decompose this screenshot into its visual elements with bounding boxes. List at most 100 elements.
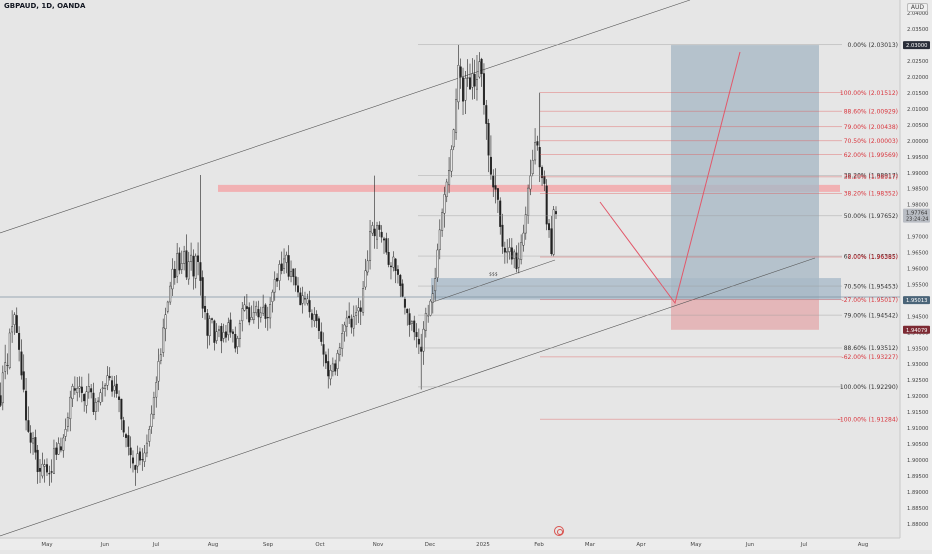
candle (303, 291, 306, 306)
candle (22, 354, 25, 393)
candle (76, 377, 79, 402)
candle (422, 321, 425, 365)
price-tick-label: 1.90500 (907, 442, 928, 448)
candle (278, 260, 281, 291)
candle (352, 305, 355, 337)
candle (417, 328, 420, 355)
candle (234, 326, 237, 353)
candle (413, 315, 416, 341)
candle (99, 388, 102, 406)
fib-level: 0.00% (2.03013) (418, 42, 898, 49)
candle (36, 444, 39, 484)
candle (211, 317, 214, 324)
candle (408, 308, 411, 337)
candle (369, 219, 372, 270)
fib-level: 100.00% (1.92290) (418, 384, 898, 391)
candle (257, 300, 260, 329)
price-tick-label: 1.98000 (907, 203, 928, 209)
candle (122, 416, 125, 438)
candle (329, 364, 332, 386)
candle (192, 249, 195, 290)
candle (120, 398, 123, 430)
candle (301, 286, 304, 314)
currency-badge[interactable]: AUD (906, 3, 928, 12)
price-label-text: 1.97764 (906, 211, 928, 217)
candle (403, 297, 406, 315)
candle (197, 242, 200, 276)
fib-label: 62.00% (1.96385) (844, 253, 898, 260)
candle (136, 445, 139, 474)
candle (482, 63, 485, 115)
candle (359, 300, 362, 325)
candle (20, 339, 23, 380)
candle (355, 305, 358, 325)
candle (64, 418, 67, 442)
fib-level: 88.60% (2.00929) (540, 108, 898, 115)
candle (515, 245, 518, 273)
candle (104, 383, 107, 397)
time-tick-label: Sep (263, 542, 274, 548)
candle (294, 268, 297, 292)
candle (471, 58, 474, 100)
time-tick-label: Jun (745, 542, 754, 548)
candle (236, 335, 239, 355)
candle (215, 323, 218, 344)
price-tick-label: 2.00000 (907, 139, 928, 145)
candle (129, 436, 132, 469)
price-tick-label: 2.00500 (907, 123, 928, 129)
candle (32, 431, 35, 455)
price-tick-label: 1.88500 (907, 506, 928, 512)
candle (269, 297, 272, 329)
candle (469, 63, 472, 90)
price-tick-label: 1.99000 (907, 171, 928, 177)
time-tick-label: Feb (534, 542, 544, 548)
candle (524, 206, 527, 240)
candle (252, 300, 255, 324)
time-tick-label: Oct (315, 542, 324, 548)
candle (145, 434, 148, 458)
candle (41, 452, 44, 479)
candle (520, 234, 523, 265)
candle (473, 59, 476, 100)
candle (406, 308, 409, 326)
candle (131, 450, 134, 473)
channel-upper-line (0, 0, 691, 234)
candle (536, 135, 539, 151)
price-tick-label: 1.96500 (907, 251, 928, 257)
candle (310, 309, 313, 328)
candle (15, 307, 18, 333)
fib-label: -27.00% (1.95017) (842, 297, 898, 304)
price-label-text: 2.03000 (906, 43, 927, 49)
candle (264, 303, 267, 328)
price-tick-label: 2.01000 (907, 107, 928, 113)
candle (266, 306, 269, 331)
candle (255, 301, 258, 316)
fib-level: 70.50% (1.95453) (418, 283, 898, 290)
fib-label: 50.00% (1.97652) (844, 213, 898, 220)
candle (155, 376, 158, 408)
time-tick-label: Aug (208, 542, 219, 548)
candle (238, 319, 241, 348)
candle (85, 385, 88, 414)
price-tick-label: 2.03500 (907, 27, 928, 33)
price-tick-label: 1.93500 (907, 346, 928, 352)
time-tick-label: Mar (585, 542, 596, 548)
candle (148, 425, 151, 447)
candle (169, 281, 172, 305)
candle (438, 219, 441, 260)
candle (222, 323, 225, 343)
candle (162, 318, 165, 357)
fib-label: 100.00% (1.92290) (840, 384, 898, 391)
candle (241, 302, 244, 332)
candle (501, 213, 504, 254)
candle (97, 397, 100, 412)
candle (327, 348, 330, 389)
candle (424, 307, 427, 338)
candle (462, 67, 465, 115)
fib-level: 79.00% (1.94542) (418, 312, 898, 319)
candle (152, 391, 155, 420)
candle (220, 323, 223, 354)
